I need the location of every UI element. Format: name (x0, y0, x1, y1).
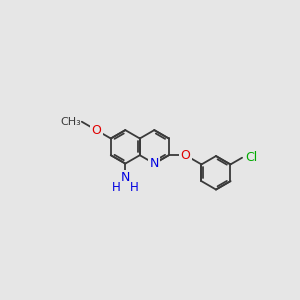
Text: Cl: Cl (245, 151, 258, 164)
Text: N: N (150, 157, 159, 170)
Text: O: O (181, 149, 190, 162)
Text: N: N (121, 171, 130, 184)
Text: CH₃: CH₃ (60, 117, 81, 127)
Text: H: H (112, 181, 121, 194)
Text: O: O (92, 124, 101, 136)
Text: H: H (130, 181, 139, 194)
